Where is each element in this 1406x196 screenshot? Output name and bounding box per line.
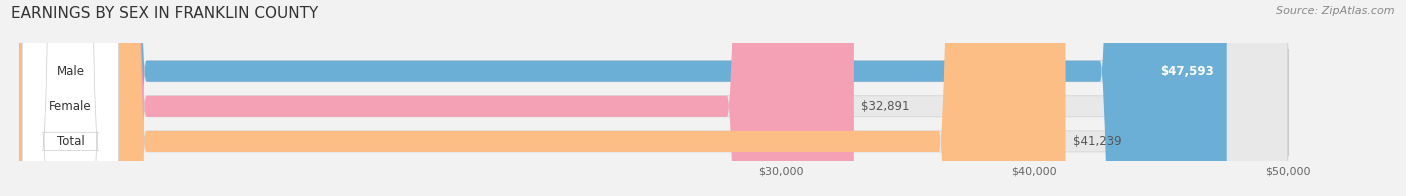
- Text: $32,891: $32,891: [862, 100, 910, 113]
- FancyBboxPatch shape: [20, 0, 1288, 196]
- FancyBboxPatch shape: [22, 0, 118, 196]
- FancyBboxPatch shape: [20, 0, 1226, 196]
- Text: Female: Female: [49, 100, 91, 113]
- FancyBboxPatch shape: [20, 0, 853, 196]
- Text: EARNINGS BY SEX IN FRANKLIN COUNTY: EARNINGS BY SEX IN FRANKLIN COUNTY: [11, 6, 319, 21]
- FancyBboxPatch shape: [20, 0, 1288, 196]
- Text: Total: Total: [56, 135, 84, 148]
- FancyBboxPatch shape: [20, 0, 1066, 196]
- FancyBboxPatch shape: [20, 0, 1288, 196]
- Text: Source: ZipAtlas.com: Source: ZipAtlas.com: [1277, 6, 1395, 16]
- FancyBboxPatch shape: [22, 0, 118, 196]
- Text: Male: Male: [56, 65, 84, 78]
- FancyBboxPatch shape: [22, 0, 118, 196]
- Text: $47,593: $47,593: [1160, 65, 1213, 78]
- Text: $41,239: $41,239: [1073, 135, 1122, 148]
